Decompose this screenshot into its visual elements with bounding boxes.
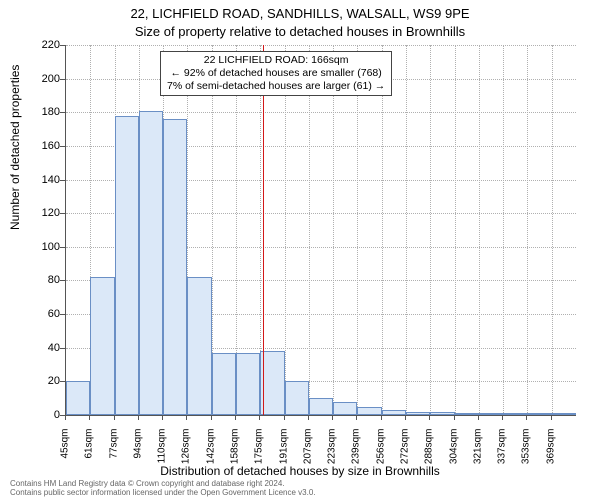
histogram-bar <box>187 277 211 415</box>
histogram-bar <box>552 413 576 415</box>
grid-line-h <box>66 45 576 46</box>
grid-line-v <box>406 45 407 415</box>
histogram-bar <box>285 381 309 415</box>
grid-line-v <box>527 45 528 415</box>
chart-title-main: 22, LICHFIELD ROAD, SANDHILLS, WALSALL, … <box>0 6 600 21</box>
histogram-bar <box>406 412 430 415</box>
y-tick-label: 140 <box>20 174 60 186</box>
y-tick-label: 100 <box>20 241 60 253</box>
x-tick <box>332 415 333 420</box>
grid-line-v <box>285 45 286 415</box>
chart-title-sub: Size of property relative to detached ho… <box>0 24 600 39</box>
grid-line-v <box>503 45 504 415</box>
annotation-line1: 22 LICHFIELD ROAD: 166sqm <box>167 54 385 67</box>
histogram-bar <box>236 353 260 415</box>
x-tick <box>89 415 90 420</box>
x-tick <box>308 415 309 420</box>
histogram-bar <box>163 119 187 415</box>
footer-credits: Contains HM Land Registry data © Crown c… <box>10 480 316 498</box>
histogram-bar <box>212 353 236 415</box>
histogram-bar <box>357 407 381 415</box>
grid-line-v <box>552 45 553 415</box>
y-tick-label: 80 <box>20 274 60 286</box>
grid-line-v <box>430 45 431 415</box>
x-tick <box>284 415 285 420</box>
y-tick-label: 200 <box>20 73 60 85</box>
y-tick <box>60 314 65 315</box>
x-tick <box>356 415 357 420</box>
x-tick <box>429 415 430 420</box>
x-tick <box>405 415 406 420</box>
chart-container: 22, LICHFIELD ROAD, SANDHILLS, WALSALL, … <box>0 0 600 500</box>
grid-line-v <box>479 45 480 415</box>
grid-line-v <box>309 45 310 415</box>
annotation-box: 22 LICHFIELD ROAD: 166sqm ← 92% of detac… <box>160 51 392 96</box>
y-tick-label: 120 <box>20 207 60 219</box>
y-tick-label: 60 <box>20 308 60 320</box>
y-tick <box>60 247 65 248</box>
histogram-bar <box>260 351 284 415</box>
y-tick <box>60 381 65 382</box>
y-tick <box>60 146 65 147</box>
histogram-bar <box>309 398 333 415</box>
histogram-bar <box>430 412 454 415</box>
histogram-bar <box>66 381 90 415</box>
y-tick <box>60 348 65 349</box>
y-tick-label: 20 <box>20 375 60 387</box>
plot-area <box>65 45 576 416</box>
histogram-bar <box>139 111 163 415</box>
histogram-bar <box>90 277 114 415</box>
x-axis-label: Distribution of detached houses by size … <box>0 464 600 478</box>
x-tick <box>235 415 236 420</box>
y-tick <box>60 180 65 181</box>
x-tick <box>162 415 163 420</box>
histogram-bar <box>382 410 406 415</box>
x-tick <box>526 415 527 420</box>
x-tick <box>381 415 382 420</box>
annotation-line3: 7% of semi-detached houses are larger (6… <box>167 80 385 93</box>
histogram-bar <box>455 413 479 415</box>
y-tick-label: 40 <box>20 342 60 354</box>
y-tick-label: 160 <box>20 140 60 152</box>
histogram-bar <box>479 413 503 415</box>
annotation-line2: ← 92% of detached houses are smaller (76… <box>167 67 385 80</box>
y-tick <box>60 280 65 281</box>
x-tick <box>211 415 212 420</box>
histogram-bar <box>527 413 551 415</box>
x-tick <box>114 415 115 420</box>
x-tick <box>186 415 187 420</box>
histogram-bar <box>333 402 357 415</box>
grid-line-v <box>382 45 383 415</box>
y-tick-label: 220 <box>20 39 60 51</box>
x-tick <box>454 415 455 420</box>
x-tick <box>551 415 552 420</box>
histogram-bar <box>503 413 527 415</box>
y-tick <box>60 45 65 46</box>
reference-line <box>263 45 264 415</box>
x-tick <box>259 415 260 420</box>
footer-line2: Contains public sector information licen… <box>10 489 316 498</box>
x-tick <box>138 415 139 420</box>
grid-line-v <box>455 45 456 415</box>
y-tick <box>60 213 65 214</box>
x-tick <box>478 415 479 420</box>
y-tick <box>60 112 65 113</box>
y-tick-label: 0 <box>20 409 60 421</box>
y-tick-label: 180 <box>20 106 60 118</box>
grid-line-v <box>357 45 358 415</box>
y-tick <box>60 79 65 80</box>
x-tick <box>502 415 503 420</box>
grid-line-v <box>333 45 334 415</box>
x-tick <box>65 415 66 420</box>
histogram-bar <box>115 116 139 415</box>
